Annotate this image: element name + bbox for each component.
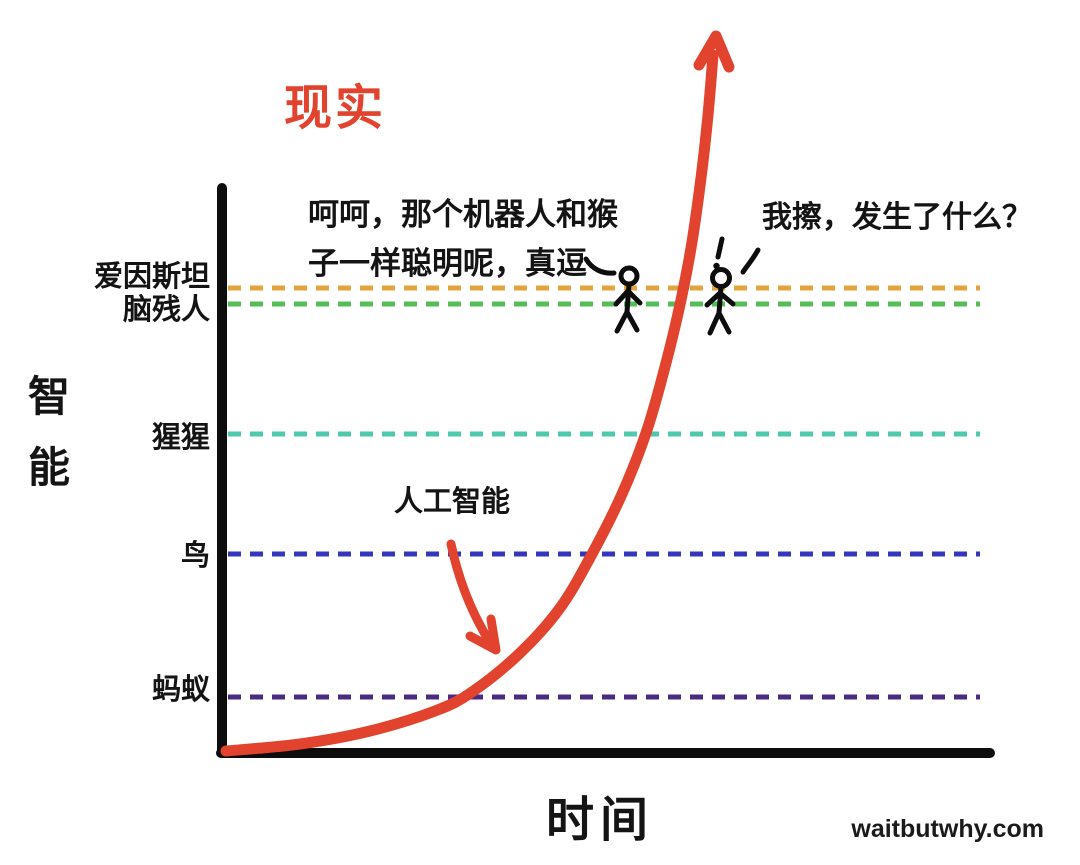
reference-lines — [228, 285, 980, 700]
curve-annotation-label: 人工智能 — [394, 486, 511, 518]
speech-line-1: 呵呵，那个机器人和猴 — [308, 197, 618, 232]
reference-line-label: 爱因斯坦 — [93, 261, 210, 293]
y-axis-title-char-2: 能 — [28, 444, 71, 491]
x-axis-title: 时间 — [545, 794, 655, 847]
intelligence-curve — [220, 49, 719, 757]
reference-line-label: 脑残人 — [122, 294, 210, 326]
annotation-arrowhead-icon — [465, 614, 501, 655]
chart-title: 现实 — [284, 82, 387, 135]
y-axis-title: 智 能 — [28, 376, 70, 489]
reference-line-label: 鸟 — [180, 540, 210, 572]
reference-line-label: 猩猩 — [151, 422, 210, 454]
exclamation-mark-icon — [713, 236, 725, 270]
curve-arrowhead-icon — [693, 30, 735, 73]
y-axis-title-char-1: 智 — [28, 373, 71, 420]
reference-line-label: 蚂蚁 — [151, 674, 210, 706]
speech-bubble-shocked: 我擦，发生了什么？ — [762, 201, 1032, 234]
speech-pointer-left — [583, 256, 617, 276]
speech-pointer-right — [740, 247, 761, 275]
stick-figure-shocked — [704, 236, 736, 336]
speech-bubble-amused: 呵呵，那个机器人和猴 子一样聪明呢，真逗 — [308, 190, 618, 288]
speech-line-2: 子一样聪明呢，真逗 — [308, 246, 587, 281]
watermark: waitbutwhy.com — [851, 815, 1044, 843]
stick-figure-amused — [613, 265, 643, 334]
annotation-arrow — [446, 539, 496, 649]
